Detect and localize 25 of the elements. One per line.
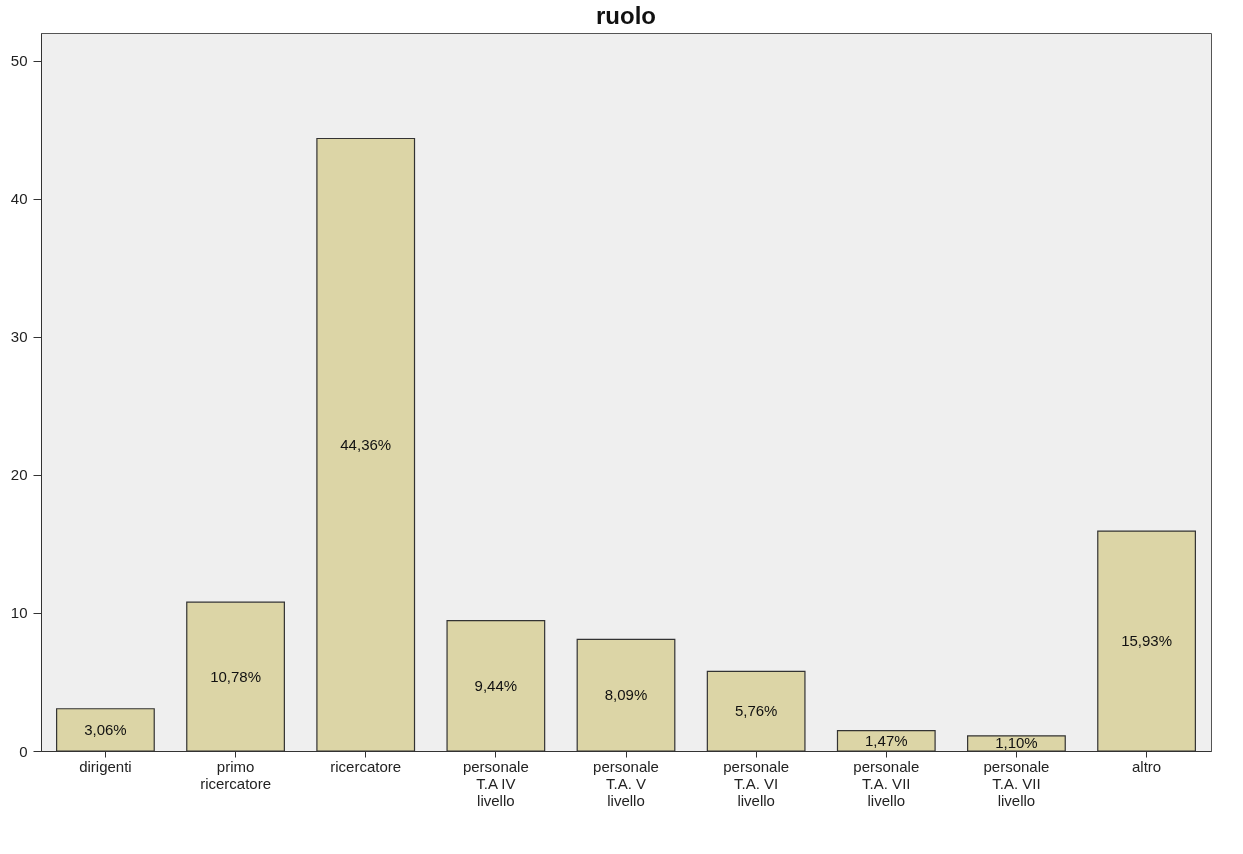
x-tick-label: dirigenti: [79, 757, 132, 775]
data-label: 15,93%: [1121, 632, 1173, 650]
y-tick-label: 30: [10, 328, 28, 346]
data-label: 1,10%: [995, 734, 1038, 752]
y-tick-label: 40: [10, 190, 28, 208]
y-tick-label: 20: [10, 466, 28, 484]
data-label: 1,47%: [865, 731, 908, 749]
y-tick-label: 10: [10, 604, 28, 622]
data-label: 9,44%: [474, 676, 518, 694]
x-tick-label: personale T.A. VII livello: [983, 757, 1050, 809]
x-tick-label: personale T.A IV livello: [462, 757, 529, 809]
data-label: 8,09%: [604, 686, 648, 704]
data-label: 5,76%: [734, 702, 778, 720]
x-tick-label: personale T.A. V livello: [593, 757, 659, 809]
x-tick-label: ricercatore: [330, 757, 402, 775]
x-tick-label: altro: [1131, 757, 1162, 775]
chart-title: ruolo: [596, 2, 656, 29]
y-tick-label: 0: [19, 742, 28, 760]
data-label: 10,78%: [210, 667, 261, 685]
data-label: 3,06%: [84, 720, 127, 738]
x-tick-label: personale T.A. VII livello: [853, 757, 920, 809]
x-tick-label: personale T.A. VI livello: [723, 757, 790, 809]
data-label: 44,36%: [340, 435, 392, 453]
x-tick-label: primo ricercatore: [200, 757, 271, 792]
y-tick-label: 50: [10, 52, 28, 70]
